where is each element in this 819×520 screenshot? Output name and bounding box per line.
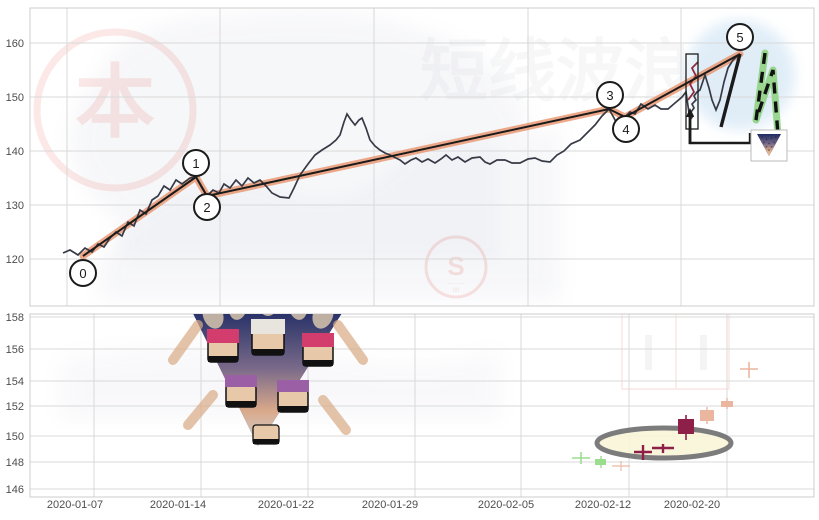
svg-text:2020-02-05: 2020-02-05 (478, 499, 534, 511)
svg-text:160: 160 (6, 38, 24, 50)
svg-text:2: 2 (203, 200, 210, 215)
svg-text:156: 156 (6, 344, 24, 356)
svg-text:152: 152 (6, 401, 24, 413)
svg-text:120: 120 (6, 254, 24, 266)
svg-text:150: 150 (6, 92, 24, 104)
svg-text:150: 150 (6, 431, 24, 443)
svg-text:130: 130 (6, 200, 24, 212)
svg-text:2020-02-12: 2020-02-12 (575, 499, 631, 511)
svg-text:5: 5 (736, 30, 743, 45)
svg-text:0: 0 (79, 266, 86, 281)
svg-text:140: 140 (6, 146, 24, 158)
svg-text:146: 146 (6, 484, 24, 496)
svg-text:2020-01-29: 2020-01-29 (362, 499, 418, 511)
svg-text:1: 1 (192, 156, 199, 171)
svg-text:2020-01-22: 2020-01-22 (258, 499, 314, 511)
svg-text:148: 148 (6, 457, 24, 469)
svg-text:2020-02-20: 2020-02-20 (664, 499, 720, 511)
svg-text:IIII: IIII (453, 288, 460, 294)
svg-text:短线波浪: 短线波浪 (420, 34, 692, 110)
svg-text:2020-01-14: 2020-01-14 (150, 499, 206, 511)
svg-text:2020-01-07: 2020-01-07 (47, 499, 103, 511)
svg-text:S: S (447, 251, 464, 281)
svg-text:----------: ---------- (448, 281, 465, 287)
svg-text:4: 4 (622, 122, 629, 137)
svg-text:154: 154 (6, 376, 24, 388)
svg-text:本: 本 (75, 58, 155, 147)
svg-text:3: 3 (606, 88, 613, 103)
svg-text:158: 158 (6, 312, 24, 324)
